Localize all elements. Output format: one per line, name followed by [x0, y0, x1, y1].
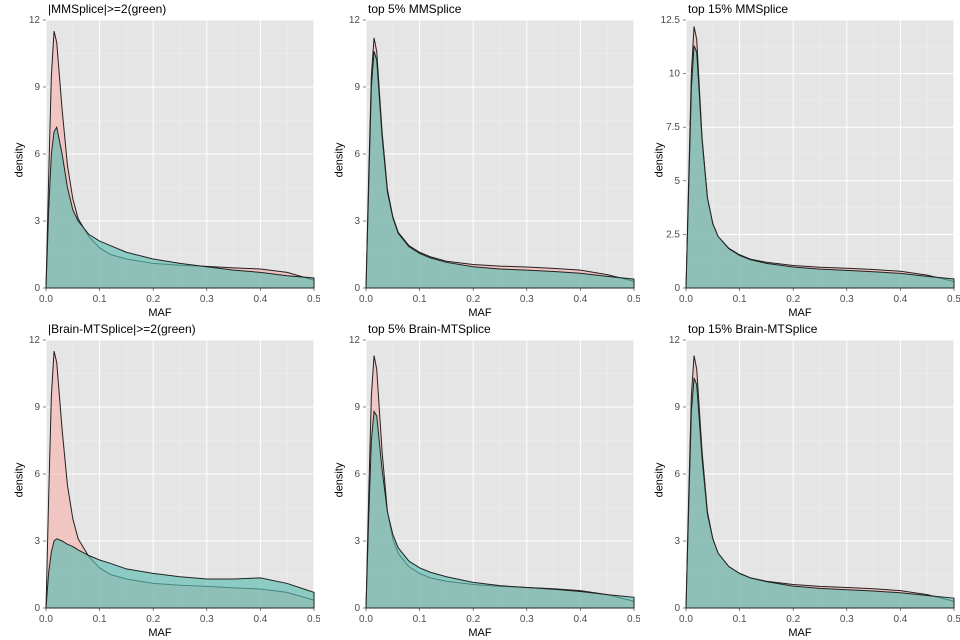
x-tick-label: 0.0 [359, 294, 373, 305]
x-tick-label: 0.0 [39, 614, 53, 625]
x-tick-label: 0.2 [146, 294, 160, 305]
x-tick-label: 0.4 [573, 614, 587, 625]
x-tick-label: 0.4 [253, 614, 267, 625]
x-tick-label: 0.3 [200, 294, 214, 305]
y-tick-label: 0 [674, 603, 680, 614]
y-tick-label: 3 [34, 216, 40, 227]
y-tick-label: 0 [674, 283, 680, 294]
y-tick-label: 12 [349, 15, 361, 26]
x-tick-label: 0.2 [786, 294, 800, 305]
y-tick-label: 6 [34, 149, 40, 160]
panel-4: top 5% Brain-MTSplicedensityMAF0.00.10.2… [320, 320, 640, 640]
x-tick-label: 0.3 [840, 614, 854, 625]
x-tick-label: 0.5 [627, 614, 640, 625]
y-tick-label: 5 [674, 176, 680, 187]
y-tick-label: 3 [674, 536, 680, 547]
x-tick-label: 0.4 [893, 294, 907, 305]
y-tick-label: 12 [29, 15, 41, 26]
x-tick-label: 0.0 [679, 294, 693, 305]
x-tick-label: 0.5 [307, 614, 320, 625]
x-tick-label: 0.1 [733, 614, 747, 625]
y-tick-label: 3 [34, 536, 40, 547]
y-tick-label: 0 [34, 603, 40, 614]
x-tick-label: 0.5 [307, 294, 320, 305]
y-tick-label: 7.5 [666, 122, 680, 133]
x-tick-label: 0.4 [253, 294, 267, 305]
y-tick-label: 12 [29, 335, 41, 346]
panel-2: top 15% MMSplicedensityMAF0.00.10.20.30.… [640, 0, 960, 320]
y-tick-label: 6 [354, 469, 360, 480]
x-tick-label: 0.1 [733, 294, 747, 305]
density-plot: 0.0 0.1 0.2 0.3 0.4 0.5 0 3 6 9 12 [0, 320, 320, 640]
panel-3: |Brain-MTSplice|>=2(green)densityMAF0.00… [0, 320, 320, 640]
y-tick-label: 0 [354, 603, 360, 614]
x-tick-label: 0.4 [573, 294, 587, 305]
y-tick-label: 6 [354, 149, 360, 160]
y-tick-label: 12 [669, 335, 681, 346]
y-tick-label: 3 [354, 216, 360, 227]
y-tick-label: 3 [354, 536, 360, 547]
x-tick-label: 0.1 [413, 614, 427, 625]
x-tick-label: 0.4 [893, 614, 907, 625]
x-tick-label: 0.1 [93, 614, 107, 625]
x-tick-label: 0.5 [947, 614, 960, 625]
y-tick-label: 9 [354, 402, 360, 413]
density-plot: 0.0 0.1 0.2 0.3 0.4 0.5 0 2.5 5 7.5 10 12.5 [640, 0, 960, 320]
x-tick-label: 0.3 [200, 614, 214, 625]
x-tick-label: 0.1 [413, 294, 427, 305]
y-tick-label: 9 [354, 82, 360, 93]
facet-grid: |MMSplice|>=2(green)densityMAF0.00.10.20… [0, 0, 960, 640]
x-tick-label: 0.3 [520, 294, 534, 305]
density-plot: 0.0 0.1 0.2 0.3 0.4 0.5 0 3 6 9 12 [0, 0, 320, 320]
x-tick-label: 0.1 [93, 294, 107, 305]
y-tick-label: 12 [349, 335, 361, 346]
density-plot: 0.0 0.1 0.2 0.3 0.4 0.5 0 3 6 9 12 [640, 320, 960, 640]
x-tick-label: 0.0 [39, 294, 53, 305]
x-tick-label: 0.3 [840, 294, 854, 305]
y-tick-label: 9 [674, 402, 680, 413]
y-tick-label: 6 [34, 469, 40, 480]
x-tick-label: 0.0 [359, 614, 373, 625]
y-tick-label: 0 [34, 283, 40, 294]
x-tick-label: 0.5 [627, 294, 640, 305]
y-tick-label: 6 [674, 469, 680, 480]
x-tick-label: 0.2 [466, 294, 480, 305]
y-tick-label: 0 [354, 283, 360, 294]
x-tick-label: 0.2 [146, 614, 160, 625]
density-plot: 0.0 0.1 0.2 0.3 0.4 0.5 0 3 6 9 12 [320, 320, 640, 640]
y-tick-label: 12.5 [661, 15, 681, 26]
y-tick-label: 2.5 [666, 229, 680, 240]
panel-5: top 15% Brain-MTSplicedensityMAF0.00.10.… [640, 320, 960, 640]
x-tick-label: 0.2 [466, 614, 480, 625]
panel-1: top 5% MMSplicedensityMAF0.00.10.20.30.4… [320, 0, 640, 320]
x-tick-label: 0.0 [679, 614, 693, 625]
y-tick-label: 10 [669, 69, 681, 80]
y-tick-label: 9 [34, 82, 40, 93]
x-tick-label: 0.3 [520, 614, 534, 625]
x-tick-label: 0.5 [947, 294, 960, 305]
density-plot: 0.0 0.1 0.2 0.3 0.4 0.5 0 3 6 9 12 [320, 0, 640, 320]
x-tick-label: 0.2 [786, 614, 800, 625]
y-tick-label: 9 [34, 402, 40, 413]
panel-0: |MMSplice|>=2(green)densityMAF0.00.10.20… [0, 0, 320, 320]
